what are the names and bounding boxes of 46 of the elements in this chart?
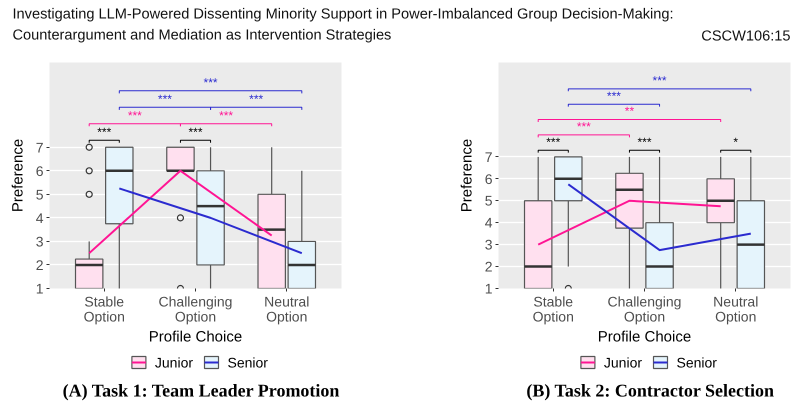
y-axis-title: Preference [458, 138, 476, 212]
annotation: * [733, 134, 738, 149]
x-tick-label: Neutral Option [264, 294, 310, 325]
annotation: *** [204, 75, 218, 90]
annotation: *** [546, 134, 561, 149]
annotation: *** [576, 120, 592, 134]
x-tick-label: Neutral Option [713, 294, 758, 325]
text: Investigating LLM-Powered Dissenting Minority Support in Power-Imbalanced Group Decision-Making: Counterargument and Mediation as Intervention Strategies [12, 6, 674, 44]
y-tick-label: 7 [36, 139, 44, 156]
annotation: *** [128, 108, 142, 122]
annotation: *** [97, 124, 112, 139]
annotation: *** [652, 74, 667, 88]
annotation: ** [624, 104, 634, 118]
text: (A) Task 1: Team Leader Promotion [62, 380, 340, 400]
x-tick-label: Challenging Option [608, 294, 682, 325]
text: CSCW106:15 [701, 28, 791, 44]
y-tick-label: 7 [484, 148, 493, 165]
y-axis-title: Preference [10, 138, 27, 212]
text: (B) Task 2: Contractor Selection [526, 380, 774, 400]
x-axis-title: Profile Choice [148, 328, 242, 346]
x-axis-title: Profile Choice [598, 328, 692, 346]
annotation: *** [637, 134, 652, 149]
legend-label: Senior [228, 354, 268, 370]
annotation: *** [606, 88, 622, 103]
x-tick-label: Stable Option [84, 294, 125, 325]
y-tick-label: 5 [36, 186, 44, 202]
annotation: *** [188, 124, 203, 139]
y-tick-label: 5 [484, 192, 493, 209]
legend-label: Senior [676, 354, 718, 370]
y-tick-label: 6 [36, 162, 44, 179]
y-tick-label: 2 [36, 256, 44, 273]
x-tick-label: Stable Option [532, 294, 574, 325]
legend-label: Junior [154, 354, 194, 370]
y-tick-label: 1 [484, 280, 493, 296]
annotation: *** [219, 108, 234, 122]
y-tick-label: 4 [484, 214, 493, 231]
annotation: *** [158, 92, 172, 106]
y-tick-label: 1 [36, 280, 44, 296]
y-tick-label: 3 [484, 236, 493, 253]
y-tick-label: 2 [484, 258, 493, 275]
annotation: *** [249, 92, 264, 106]
x-tick-label: Challenging Option [158, 294, 232, 325]
legend-label: Junior [604, 354, 642, 370]
y-tick-label: 6 [484, 170, 493, 187]
y-tick-label: 3 [36, 233, 44, 250]
y-tick-label: 4 [36, 210, 44, 226]
